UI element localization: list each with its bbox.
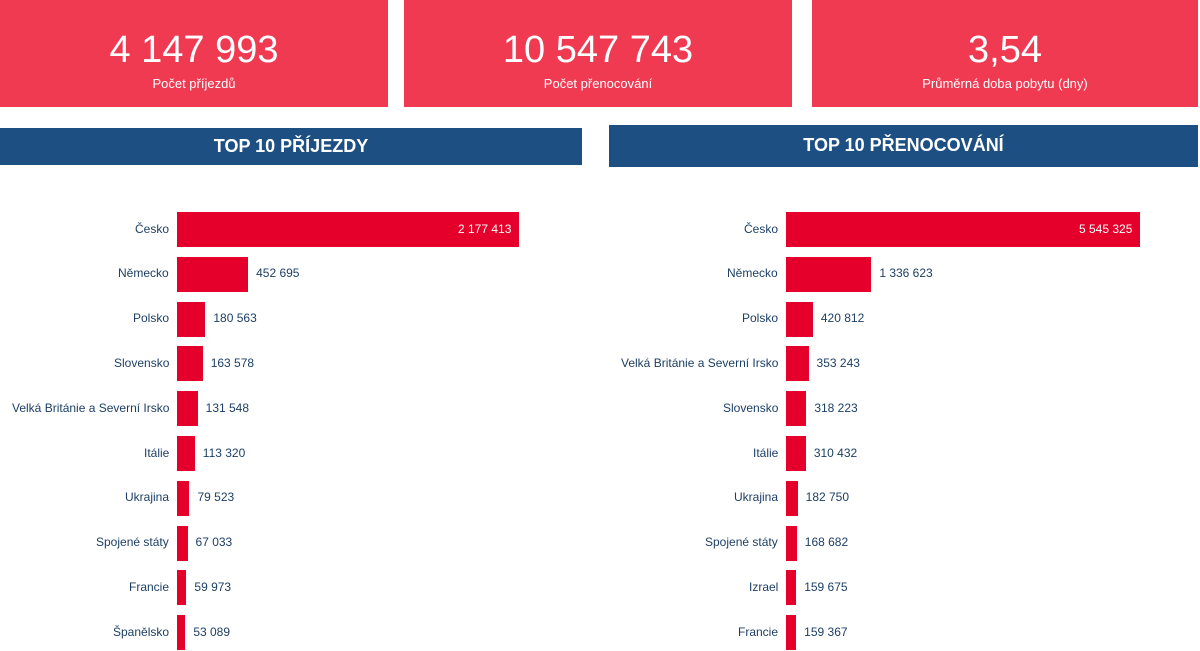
kpi-value: 10 547 743 bbox=[502, 29, 694, 71]
bar bbox=[177, 212, 519, 247]
category-label: Velká Británie a Severní Irsko bbox=[12, 400, 170, 415]
kpi-label: Počet příjezdů bbox=[152, 76, 236, 91]
value-label: 159 675 bbox=[804, 579, 848, 594]
bar bbox=[786, 256, 872, 292]
category-label: Ukrajina bbox=[125, 490, 170, 505]
value-label: 5 545 325 bbox=[1079, 221, 1133, 236]
bar bbox=[786, 570, 797, 606]
category-label: Polsko bbox=[133, 311, 170, 326]
category-label: Velká Británie a Severní Irsko bbox=[621, 355, 779, 370]
bar bbox=[786, 615, 797, 651]
category-label: Německo bbox=[727, 266, 778, 281]
category-label: Francie bbox=[129, 579, 170, 594]
bar bbox=[786, 525, 797, 561]
kpi-label: Průměrná doba pobytu (dny) bbox=[922, 76, 1088, 91]
value-label: 452 695 bbox=[256, 266, 300, 281]
value-label: 67 033 bbox=[195, 535, 233, 550]
category-label: Itálie bbox=[753, 445, 779, 460]
chart-title-arrivals: TOP 10 PŘÍJEZDY bbox=[0, 128, 582, 165]
bar bbox=[177, 570, 187, 606]
bar bbox=[177, 615, 186, 651]
bar bbox=[177, 301, 206, 337]
bar bbox=[786, 346, 809, 382]
value-label: 53 089 bbox=[193, 624, 231, 639]
value-label: 1 336 623 bbox=[879, 266, 933, 281]
value-label: 310 432 bbox=[813, 445, 858, 460]
value-label: 2 177 413 bbox=[458, 221, 512, 236]
value-label: 113 320 bbox=[202, 445, 246, 460]
value-label: 168 682 bbox=[804, 535, 849, 550]
category-label: Polsko bbox=[742, 311, 779, 326]
value-label: 59 973 bbox=[194, 579, 232, 594]
category-label: Itálie bbox=[144, 445, 170, 460]
category-label: Slovensko bbox=[114, 355, 170, 370]
category-label: Česko bbox=[744, 221, 779, 236]
kpi-value: 4 147 993 bbox=[109, 29, 279, 71]
value-label: 79 523 bbox=[197, 490, 235, 505]
bar bbox=[177, 525, 188, 561]
kpi-card-arrivals: 4 147 993 Počet příjezdů bbox=[0, 0, 388, 107]
value-label: 353 243 bbox=[816, 355, 860, 370]
category-label: Spojené státy bbox=[96, 535, 169, 550]
value-label: 163 578 bbox=[210, 355, 255, 370]
value-label: 182 750 bbox=[805, 490, 850, 505]
bar bbox=[786, 480, 798, 516]
bar bbox=[177, 436, 195, 471]
bar bbox=[177, 480, 190, 516]
bar bbox=[177, 391, 198, 427]
value-label: 318 223 bbox=[814, 400, 858, 415]
bar bbox=[786, 436, 806, 471]
category-label: Španělsko bbox=[113, 624, 170, 639]
bar bbox=[786, 391, 807, 427]
kpi-card-overnights: 10 547 743 Počet přenocování bbox=[404, 0, 792, 107]
category-label: Izrael bbox=[749, 579, 779, 594]
kpi-label: Počet přenocování bbox=[543, 76, 653, 91]
category-label: Ukrajina bbox=[734, 490, 779, 505]
chart-title-overnights: TOP 10 PŘENOCOVÁNÍ bbox=[609, 125, 1198, 167]
category-label: Spojené státy bbox=[705, 535, 778, 550]
category-label: Slovensko bbox=[723, 400, 779, 415]
value-label: 131 548 bbox=[205, 400, 250, 415]
category-label: Česko bbox=[135, 221, 170, 236]
bar bbox=[177, 346, 203, 382]
bar bbox=[177, 256, 249, 292]
category-label: Francie bbox=[738, 624, 779, 639]
bar bbox=[786, 301, 813, 337]
category-label: Německo bbox=[118, 266, 169, 281]
value-label: 420 812 bbox=[820, 311, 865, 326]
kpi-value: 3,54 bbox=[968, 29, 1042, 71]
value-label: 159 367 bbox=[804, 624, 848, 639]
value-label: 180 563 bbox=[213, 311, 257, 326]
kpi-card-avg-stay: 3,54 Průměrná doba pobytu (dny) bbox=[812, 0, 1198, 107]
bar bbox=[786, 212, 1140, 247]
